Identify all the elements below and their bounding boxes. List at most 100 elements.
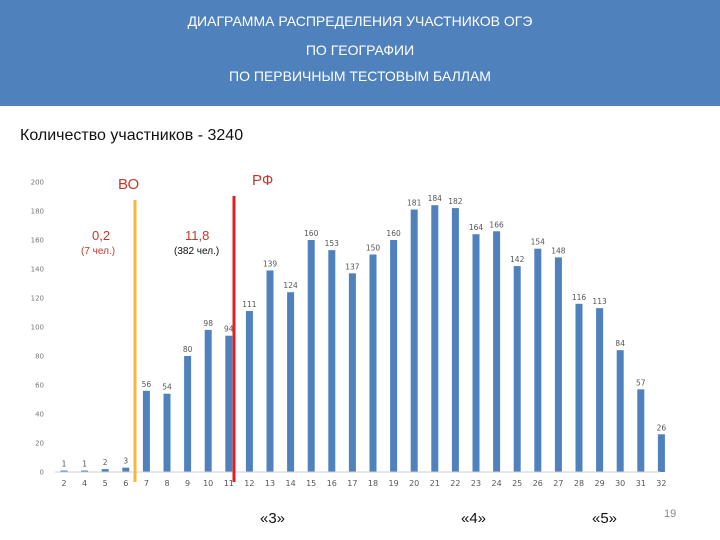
vo-percent: 0,2: [92, 228, 110, 243]
title-line-2: ПО ГЕОГРАФИИ: [305, 42, 415, 58]
x-tick-label: 15: [306, 479, 316, 488]
bar-value-label: 184: [428, 194, 443, 203]
bar: [60, 470, 68, 472]
x-tick-label: 22: [450, 479, 460, 488]
x-tick-label: 13: [265, 479, 275, 488]
bar-value-label: 160: [304, 229, 319, 238]
y-tick-label: 20: [35, 440, 44, 448]
bar-value-label: 139: [263, 259, 278, 268]
bar: [493, 231, 501, 472]
bar: [369, 254, 377, 472]
y-tick-label: 40: [35, 411, 44, 419]
bar: [657, 434, 665, 472]
rf-label: РФ: [252, 172, 273, 189]
bar-value-label: 166: [489, 220, 504, 229]
x-tick-label: 2: [61, 479, 66, 488]
x-tick-label: 12: [244, 479, 254, 488]
title-banner: ДИАГРАММА РАСПРЕДЕЛЕНИЯ УЧАСТНИКОВ ОГЭ П…: [0, 0, 720, 106]
x-tick-label: 31: [636, 479, 646, 488]
bar-value-label: 137: [345, 262, 360, 271]
bar-value-label: 111: [242, 300, 257, 309]
bar-value-label: 1: [82, 460, 87, 469]
x-tick-label: 10: [203, 479, 213, 488]
x-tick-label: 23: [471, 479, 481, 488]
bar: [637, 389, 645, 472]
bar: [245, 311, 253, 472]
bar-value-label: 80: [183, 345, 193, 354]
x-tick-label: 6: [123, 479, 128, 488]
bar: [266, 270, 274, 472]
x-tick-label: 26: [533, 479, 543, 488]
bar-value-label: 1: [62, 460, 67, 469]
grade-3-label: «3»: [260, 510, 286, 527]
bar: [451, 208, 459, 472]
bar: [534, 248, 542, 472]
x-tick-label: 11: [224, 479, 234, 488]
bar-value-label: 124: [283, 281, 298, 290]
bar-value-label: 56: [142, 380, 152, 389]
x-tick-label: 9: [185, 479, 190, 488]
x-tick-label: 20: [409, 479, 419, 488]
bar-value-label: 148: [551, 246, 566, 255]
y-tick-label: 80: [35, 353, 44, 361]
x-tick-label: 7: [144, 479, 149, 488]
bar: [472, 234, 480, 472]
bar-value-label: 142: [510, 255, 525, 264]
y-tick-label: 100: [31, 324, 44, 332]
bar-value-label: 113: [592, 297, 607, 306]
y-tick-label: 120: [31, 295, 44, 303]
bar: [163, 393, 171, 472]
rf-percent: 11,8: [185, 228, 209, 243]
x-tick-label: 24: [492, 479, 502, 488]
x-tick-label: 4: [82, 479, 87, 488]
x-tick-label: 16: [327, 479, 337, 488]
bar: [431, 205, 439, 472]
y-tick-label: 140: [31, 266, 44, 274]
bar-value-label: 57: [636, 378, 646, 387]
x-tick-label: 8: [164, 479, 169, 488]
bar: [328, 250, 336, 472]
bar: [81, 470, 89, 472]
vo-people: (7 чел.): [81, 246, 115, 257]
bar: [616, 350, 624, 472]
bar-value-label: 26: [657, 423, 667, 432]
bar-value-label: 160: [386, 229, 401, 238]
bar-value-label: 98: [203, 319, 213, 328]
x-tick-label: 32: [656, 479, 666, 488]
x-tick-label: 25: [512, 479, 522, 488]
y-tick-label: 60: [35, 382, 44, 390]
x-tick-label: 5: [103, 479, 108, 488]
bar: [142, 390, 150, 472]
bar: [596, 308, 604, 472]
vo-label: ВО: [118, 176, 139, 193]
x-tick-label: 17: [347, 479, 357, 488]
bar-value-label: 150: [366, 244, 381, 253]
bar-value-label: 54: [162, 383, 172, 392]
bar: [554, 257, 562, 472]
bar-value-label: 181: [407, 199, 422, 208]
rf-people: (382 чел.): [174, 246, 219, 257]
bar: [513, 266, 521, 472]
bar-value-label: 182: [448, 197, 463, 206]
bar: [225, 335, 233, 472]
x-tick-label: 14: [286, 479, 296, 488]
bar-value-label: 164: [469, 223, 484, 232]
bar: [184, 356, 192, 472]
x-tick-label: 30: [615, 479, 625, 488]
title-line-3: ПО ПЕРВИЧНЫМ ТЕСТОВЫМ БАЛЛАМ: [229, 68, 491, 84]
title-line-1: ДИАГРАММА РАСПРЕДЕЛЕНИЯ УЧАСТНИКОВ ОГЭ: [187, 13, 533, 29]
x-tick-label: 18: [368, 479, 378, 488]
grade-5-label: «5»: [592, 510, 618, 527]
bar: [307, 240, 315, 472]
bar-value-label: 116: [572, 293, 587, 302]
bar: [204, 329, 212, 472]
bar: [101, 469, 109, 472]
x-tick-label: 29: [595, 479, 605, 488]
bar: [287, 292, 295, 472]
bar-value-label: 2: [103, 458, 108, 467]
y-tick-label: 200: [31, 179, 44, 187]
bar-value-label: 84: [615, 339, 625, 348]
y-tick-label: 0: [40, 469, 44, 477]
bar: [390, 240, 398, 472]
